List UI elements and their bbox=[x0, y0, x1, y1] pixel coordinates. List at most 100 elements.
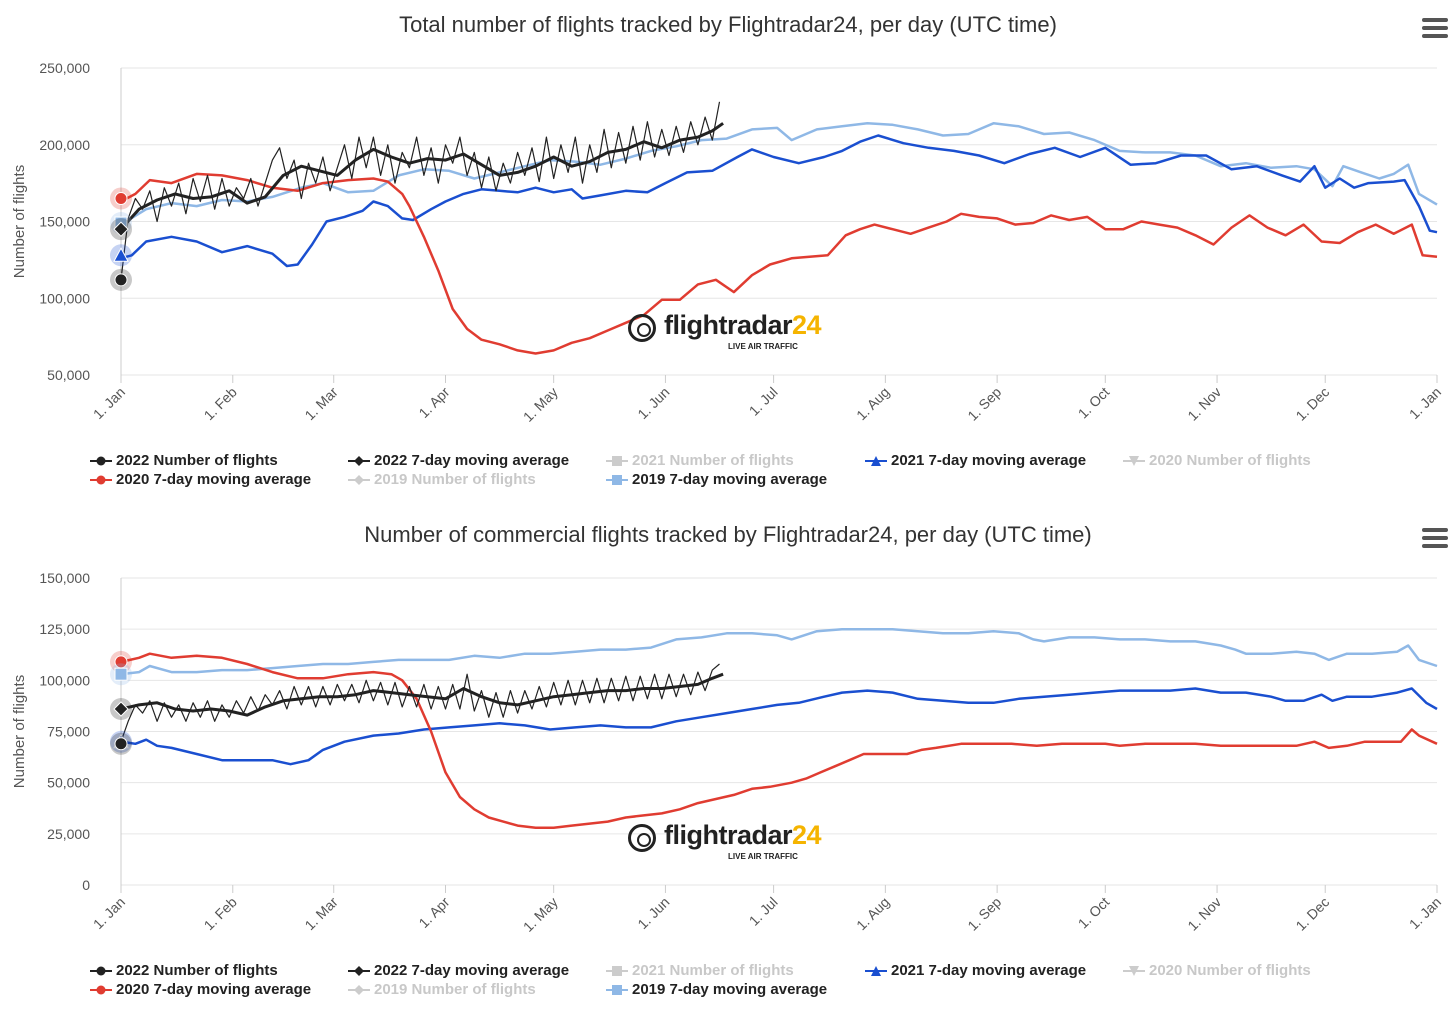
y-tick-label: 125,000 bbox=[39, 621, 90, 637]
legend-diamond-icon bbox=[348, 475, 370, 486]
x-tick-label: 1. Apr bbox=[415, 384, 452, 421]
x-tick-label: 1. Jan bbox=[1406, 894, 1444, 932]
watermark-tagline: LIVE AIR TRAFFIC bbox=[728, 342, 798, 351]
y-tick-label: 200,000 bbox=[39, 137, 90, 153]
start-marker-2022-7-day-moving-average[interactable] bbox=[113, 221, 129, 237]
watermark-brand: flightradar24 bbox=[664, 820, 822, 850]
legend-item-2022-flights[interactable]: 2022 Number of flights bbox=[90, 962, 278, 979]
series-line-2019-7-day-moving-average[interactable] bbox=[120, 627, 1438, 676]
legend-circle-icon bbox=[90, 966, 112, 976]
x-tick-label: 1. Nov bbox=[1184, 384, 1224, 424]
x-tick-label: 1. Aug bbox=[853, 894, 892, 933]
x-tick-label: 1. Feb bbox=[201, 894, 241, 934]
legend-circle-icon bbox=[90, 985, 112, 995]
chart-plot-area: 50,000 100,000 150,000 200,000 250,000 Number… bbox=[11, 60, 1444, 425]
start-marker-2019-7-day-moving-average[interactable] bbox=[114, 667, 128, 681]
legend-square-icon bbox=[606, 475, 628, 486]
x-tick-label: 1. Mar bbox=[301, 894, 341, 934]
legend-item-2022-flights[interactable]: 2022 Number of flights bbox=[90, 452, 278, 469]
chart-menu-icon[interactable] bbox=[1422, 18, 1448, 40]
x-tick-label: 1. Jan bbox=[90, 384, 128, 422]
legend-item-2019-flights[interactable]: 2019 Number of flights bbox=[348, 981, 536, 998]
x-tick-label: 1. Oct bbox=[1075, 384, 1113, 422]
x-tick-label: 1. Sep bbox=[964, 894, 1004, 934]
legend-triangle-icon bbox=[865, 966, 887, 977]
flightradar24-watermark: flightradar24 LIVE AIR TRAFFIC bbox=[628, 820, 822, 861]
x-tick-label: 1. Aug bbox=[853, 384, 892, 423]
series-line-2021-7-day-moving-average[interactable] bbox=[120, 134, 1438, 268]
radar-logo-icon bbox=[628, 314, 656, 342]
start-marker-2022-number-of-flights[interactable] bbox=[114, 737, 128, 751]
chart-title: Number of commercial flights tracked by … bbox=[364, 522, 1092, 547]
series-line-2022-number-of-flights[interactable] bbox=[120, 101, 721, 280]
legend-item-2020-avg[interactable]: 2020 7-day moving average bbox=[90, 471, 311, 488]
legend-diamond-icon bbox=[348, 456, 370, 467]
legend-item-2021-flights[interactable]: 2021 Number of flights bbox=[606, 452, 794, 469]
legend-circle-icon bbox=[90, 456, 112, 466]
chart-legend: 2022 Number of flights 2022 7-day moving… bbox=[90, 452, 1390, 490]
x-tick-label: 1. Mar bbox=[301, 384, 341, 424]
legend-triangle-down-icon bbox=[1123, 456, 1145, 467]
legend-item-2021-avg[interactable]: 2021 7-day moving average bbox=[865, 452, 1086, 469]
legend-item-2021-flights[interactable]: 2021 Number of flights bbox=[606, 962, 794, 979]
x-tick-label: 1. Feb bbox=[201, 384, 241, 424]
x-tick-label: 1. May bbox=[520, 384, 561, 425]
legend-square-icon bbox=[606, 966, 628, 977]
x-tick-label: 1. Jul bbox=[746, 384, 781, 419]
radar-logo-icon bbox=[628, 824, 656, 852]
series-line-2019-7-day-moving-average[interactable] bbox=[120, 122, 1438, 226]
y-tick-label: 250,000 bbox=[39, 60, 90, 76]
y-tick-label: 0 bbox=[82, 877, 90, 893]
legend-item-2022-avg[interactable]: 2022 7-day moving average bbox=[348, 962, 569, 979]
x-tick-label: 1. Jan bbox=[1406, 384, 1444, 422]
x-tick-label: 1. Dec bbox=[1292, 894, 1332, 934]
series-line-2020-7-day-moving-average[interactable] bbox=[120, 652, 1438, 829]
start-marker-2020-7-day-moving-average[interactable] bbox=[114, 191, 128, 205]
y-tick-label: 100,000 bbox=[39, 672, 90, 688]
y-tick-label: 150,000 bbox=[39, 214, 90, 230]
x-tick-label: 1. Nov bbox=[1184, 894, 1224, 934]
legend-item-2019-avg[interactable]: 2019 7-day moving average bbox=[606, 471, 827, 488]
chart-menu-icon[interactable] bbox=[1422, 528, 1448, 550]
y-axis-title: Number of flights bbox=[11, 165, 28, 278]
legend-item-2019-flights[interactable]: 2019 Number of flights bbox=[348, 471, 536, 488]
legend-item-2020-flights[interactable]: 2020 Number of flights bbox=[1123, 962, 1311, 979]
x-tick-label: 1. Jul bbox=[746, 894, 781, 929]
watermark-tagline: LIVE AIR TRAFFIC bbox=[728, 852, 798, 861]
y-tick-label: 100,000 bbox=[39, 290, 90, 306]
series-line-2022-7-day-moving-average[interactable] bbox=[119, 122, 724, 231]
series-line-2022-number-of-flights[interactable] bbox=[120, 663, 720, 742]
x-tick-label: 1. Jan bbox=[90, 894, 128, 932]
x-tick-label: 1. Jun bbox=[634, 384, 672, 422]
start-marker-2022-number-of-flights[interactable] bbox=[114, 273, 128, 287]
start-marker-2022-7-day-moving-average[interactable] bbox=[113, 701, 129, 717]
start-marker-2021-7-day-moving-average[interactable] bbox=[113, 247, 129, 262]
x-tick-label: 1. Jun bbox=[634, 894, 672, 932]
chart-title: Total number of flights tracked by Fligh… bbox=[399, 12, 1057, 37]
x-tick-label: 1. Apr bbox=[415, 894, 452, 931]
series-line-2021-7-day-moving-average[interactable] bbox=[120, 687, 1438, 766]
x-tick-label: 1. Dec bbox=[1292, 384, 1332, 424]
legend-item-2020-flights[interactable]: 2020 Number of flights bbox=[1123, 452, 1311, 469]
y-axis-title: Number of flights bbox=[11, 675, 28, 788]
legend-square-icon bbox=[606, 985, 628, 996]
legend-triangle-down-icon bbox=[1123, 966, 1145, 977]
series-line-2020-7-day-moving-average[interactable] bbox=[120, 172, 1438, 355]
chart-legend: 2022 Number of flights 2022 7-day moving… bbox=[90, 962, 1390, 1000]
legend-item-2022-avg[interactable]: 2022 7-day moving average bbox=[348, 452, 569, 469]
legend-square-icon bbox=[606, 456, 628, 467]
legend-triangle-icon bbox=[865, 456, 887, 467]
chart-panel-commercial: 0 25,000 50,000 75,000 100,000 125,000 150,000… bbox=[0, 510, 1456, 1015]
x-tick-label: 1. May bbox=[520, 894, 561, 935]
y-tick-label: 50,000 bbox=[47, 775, 90, 791]
legend-item-2021-avg[interactable]: 2021 7-day moving average bbox=[865, 962, 1086, 979]
watermark-brand: flightradar24 bbox=[664, 310, 822, 340]
legend-diamond-icon bbox=[348, 966, 370, 977]
legend-item-2019-avg[interactable]: 2019 7-day moving average bbox=[606, 981, 827, 998]
x-tick-label: 1. Oct bbox=[1075, 894, 1113, 932]
chart-plot-area: 0 25,000 50,000 75,000 100,000 125,000 150,000… bbox=[11, 570, 1444, 935]
legend-diamond-icon bbox=[348, 985, 370, 996]
legend-item-2020-avg[interactable]: 2020 7-day moving average bbox=[90, 981, 311, 998]
y-tick-label: 50,000 bbox=[47, 367, 90, 383]
legend-circle-icon bbox=[90, 475, 112, 485]
